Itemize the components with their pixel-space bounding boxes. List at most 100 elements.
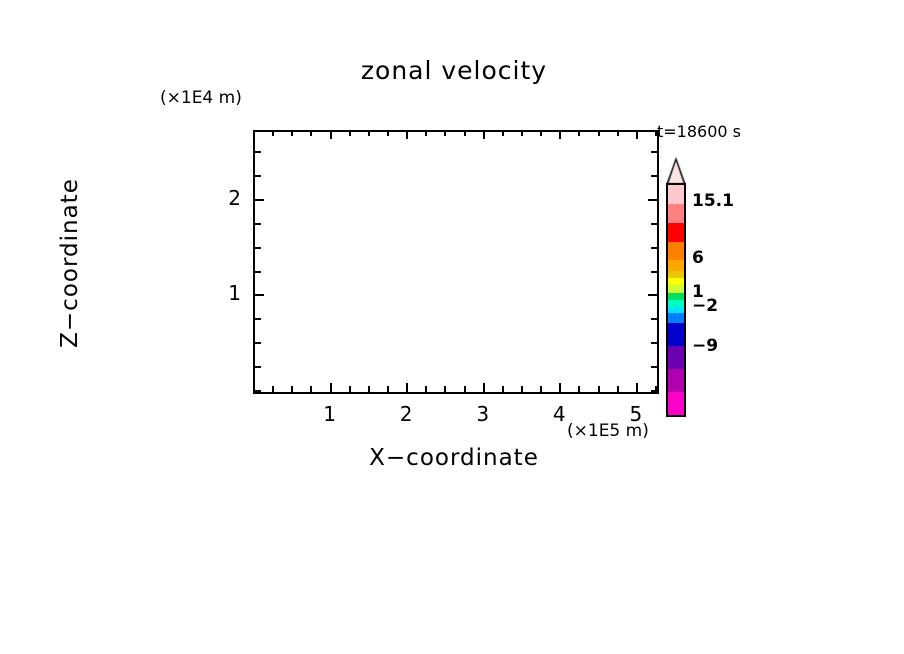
axis-tick-mark	[255, 175, 261, 177]
axis-tick-mark	[636, 383, 638, 392]
colorbar-band	[668, 259, 684, 271]
axis-tick-mark	[425, 386, 427, 392]
axis-tick-mark	[464, 386, 466, 392]
axis-tick-mark	[617, 130, 619, 136]
y-axis-tick-label: 1	[228, 281, 241, 306]
colorbar-band	[668, 185, 684, 204]
colorbar-band	[668, 203, 684, 223]
axis-tick-mark	[330, 130, 332, 139]
axis-tick-mark	[651, 366, 657, 368]
axis-tick-mark	[349, 130, 351, 136]
colorbar-tick-label: 6	[692, 248, 704, 269]
time-annotation: t=18600 s	[657, 122, 741, 141]
axis-tick-mark	[651, 223, 657, 225]
axis-tick-mark	[255, 318, 261, 320]
axis-tick-mark	[272, 130, 274, 136]
axis-tick-mark	[559, 383, 561, 392]
axis-tick-mark	[368, 130, 370, 136]
axis-tick-mark	[651, 175, 657, 177]
axis-tick-mark	[255, 366, 261, 368]
axis-tick-mark	[406, 130, 408, 139]
axis-tick-mark	[255, 294, 264, 296]
axis-tick-mark	[502, 386, 504, 392]
axis-tick-mark	[255, 247, 261, 249]
axis-tick-mark	[310, 386, 312, 392]
axis-tick-mark	[540, 386, 542, 392]
axis-tick-mark	[521, 130, 523, 136]
axis-tick-mark	[253, 386, 255, 392]
axis-tick-mark	[651, 342, 657, 344]
axis-tick-mark	[310, 130, 312, 136]
axis-tick-mark	[349, 386, 351, 392]
velocity-field-heatmap	[255, 132, 657, 392]
colorbar-band	[668, 277, 684, 286]
axis-tick-mark	[651, 271, 657, 273]
axis-tick-mark	[406, 383, 408, 392]
axis-tick-mark	[255, 271, 261, 273]
axis-tick-mark	[444, 130, 446, 136]
colorbar-band	[668, 300, 684, 308]
colorbar-band	[668, 222, 684, 242]
colorbar-bands	[666, 183, 686, 417]
colorbar-band	[668, 346, 684, 369]
x-axis-tick-label: 2	[399, 402, 413, 426]
axis-tick-mark	[502, 130, 504, 136]
colorbar-band	[668, 323, 684, 346]
colorbar-band	[668, 307, 684, 313]
axis-tick-mark	[598, 130, 600, 136]
axis-tick-mark	[255, 223, 261, 225]
axis-tick-mark	[651, 247, 657, 249]
axis-tick-mark	[648, 294, 657, 296]
colorbar-tick-label: −9	[692, 335, 719, 356]
axis-tick-mark	[291, 386, 293, 392]
axis-tick-mark	[648, 199, 657, 201]
y-axis-units-label: (×1E4 m)	[160, 88, 242, 108]
axis-tick-mark	[655, 130, 657, 136]
axis-tick-mark	[651, 390, 657, 392]
x-axis-title: X−coordinate	[369, 445, 539, 471]
colorbar-tick-label: −2	[692, 296, 719, 317]
axis-tick-mark	[255, 390, 261, 392]
axis-tick-mark	[272, 386, 274, 392]
x-axis-tick-label: 4	[552, 402, 566, 426]
y-axis-title: Z−coordinate	[57, 178, 83, 348]
x-axis-units-label: (×1E5 m)	[567, 421, 649, 441]
axis-tick-mark	[425, 130, 427, 136]
axis-tick-mark	[291, 130, 293, 136]
colorbar-arrow-cap-icon	[666, 157, 686, 185]
x-axis-tick-label: 1	[323, 402, 336, 426]
axis-tick-mark	[368, 386, 370, 392]
axis-tick-mark	[521, 386, 523, 392]
axis-tick-mark	[444, 386, 446, 392]
axis-tick-mark	[464, 130, 466, 136]
axis-tick-mark	[578, 386, 580, 392]
axis-tick-mark	[540, 130, 542, 136]
colorbar-band	[668, 292, 684, 300]
colorbar-tick-label: 15.1	[692, 191, 734, 212]
axis-tick-mark	[483, 383, 485, 392]
axis-tick-mark	[255, 199, 264, 201]
plot-area	[253, 130, 659, 394]
axis-tick-mark	[559, 130, 561, 139]
x-axis-tick-label: 5	[629, 402, 643, 426]
colorbar-band	[668, 392, 684, 415]
colorbar-tick-label: 1	[692, 281, 704, 302]
y-axis-tick-label: 2	[228, 185, 241, 210]
axis-tick-mark	[617, 386, 619, 392]
colorbar-band	[668, 369, 684, 392]
axis-tick-mark	[387, 386, 389, 392]
colorbar-band	[668, 285, 684, 293]
axis-tick-mark	[578, 130, 580, 136]
axis-tick-mark	[483, 130, 485, 139]
axis-tick-mark	[598, 386, 600, 392]
axis-tick-mark	[330, 383, 332, 392]
axis-tick-mark	[253, 130, 255, 136]
colorbar-band	[668, 270, 684, 278]
x-axis-tick-label: 3	[476, 402, 490, 426]
axis-tick-mark	[651, 318, 657, 320]
colorbar-band	[668, 312, 684, 323]
axis-tick-mark	[636, 130, 638, 139]
axis-tick-mark	[651, 151, 657, 153]
axis-tick-mark	[655, 386, 657, 392]
